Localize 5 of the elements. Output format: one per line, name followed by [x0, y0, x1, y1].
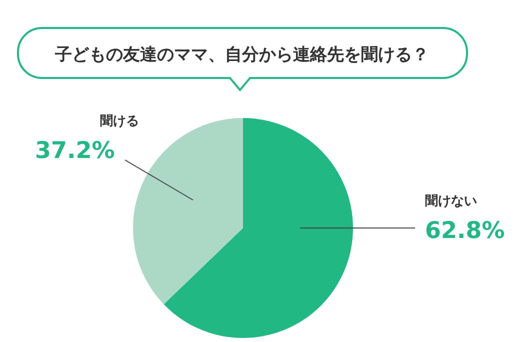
slice-label: 聞けない — [425, 194, 477, 209]
slice-label: 聞ける — [100, 114, 139, 129]
data-label: 37.2% — [35, 138, 115, 164]
chart-title: 子どもの友達のママ、自分から連絡先を聞ける？ — [54, 45, 429, 65]
data-label: 62.8% — [425, 218, 505, 244]
